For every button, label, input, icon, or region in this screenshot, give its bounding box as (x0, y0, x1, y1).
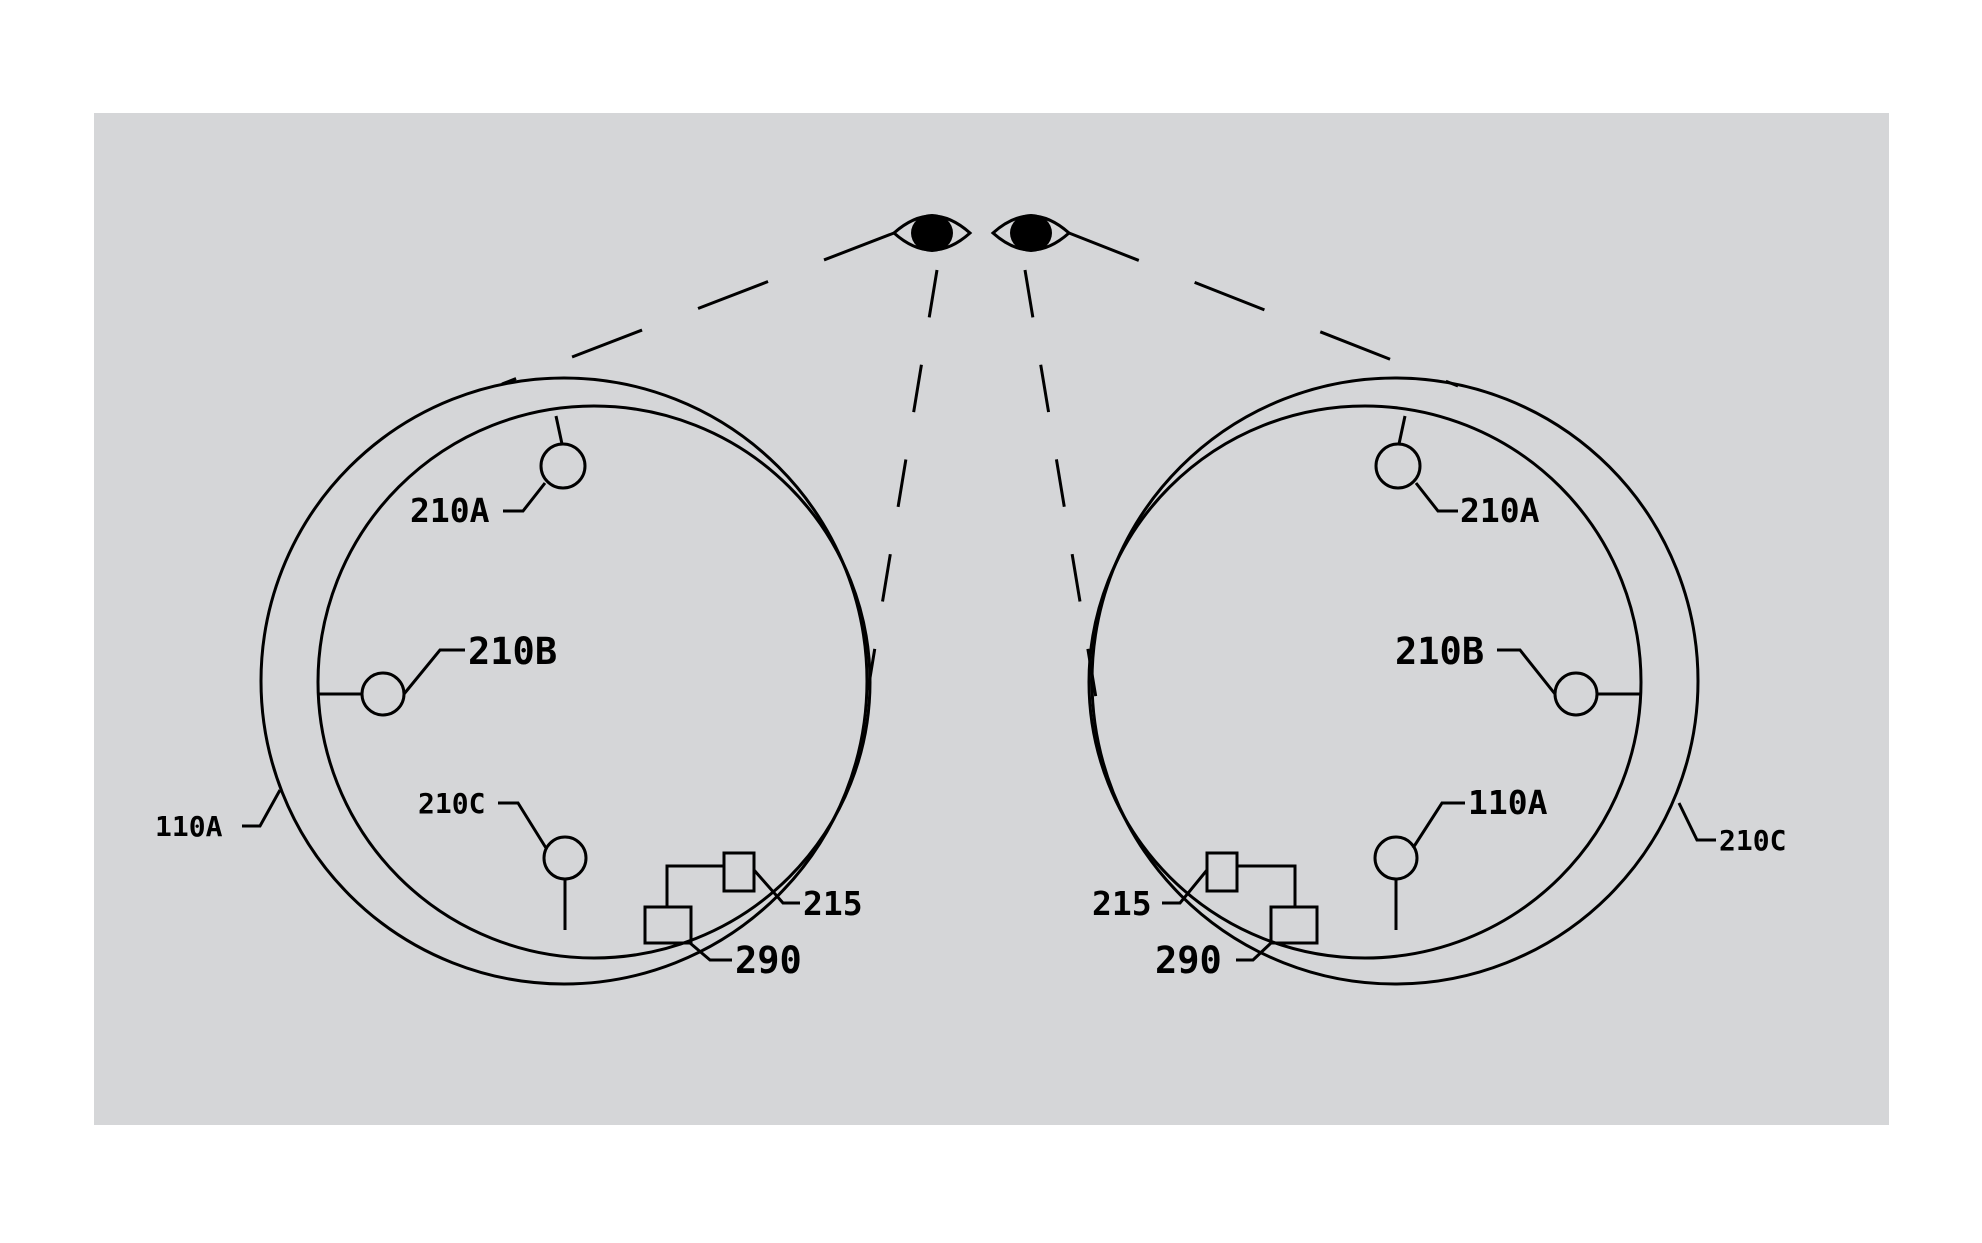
right-label-215: 215 (1092, 884, 1152, 923)
right-label-210c: 210C (1719, 824, 1786, 857)
right-unit: 210A 210B 110A 215 290 210C (1087, 376, 1786, 986)
left-label-210b: 210B (468, 630, 557, 673)
right-lens (1087, 404, 1643, 960)
left-label-290: 290 (735, 939, 802, 982)
left-box-290 (643, 905, 693, 945)
sight-line-right-outer (1068, 231, 1459, 388)
left-unit: 210A 210B 210C 215 290 110A (155, 376, 872, 986)
sight-line-left-inner (866, 269, 939, 691)
sight-line-left-outer (501, 231, 895, 386)
left-sensor-a (539, 442, 587, 490)
left-sensor-c (542, 835, 588, 881)
right-outer-ring (1090, 376, 1700, 986)
left-label-215: 215 (803, 884, 863, 923)
figure-panel (94, 113, 1889, 1125)
sight-lines (501, 231, 1459, 699)
right-box-290 (1269, 905, 1319, 945)
right-label-110a: 110A (1468, 783, 1548, 822)
left-eye-icon (891, 214, 973, 252)
left-lens (316, 404, 872, 960)
left-label-210c: 210C (418, 787, 485, 820)
right-label-210a: 210A (1460, 491, 1540, 530)
left-outer-ring (259, 376, 869, 986)
right-label-290: 290 (1155, 939, 1222, 982)
right-sensor-c (1373, 835, 1419, 881)
left-label-110a: 110A (155, 810, 223, 843)
right-sensor-a (1374, 442, 1422, 490)
left-label-210a: 210A (410, 491, 490, 530)
right-label-210b: 210B (1395, 630, 1484, 673)
sight-line-right-inner (1023, 269, 1098, 699)
